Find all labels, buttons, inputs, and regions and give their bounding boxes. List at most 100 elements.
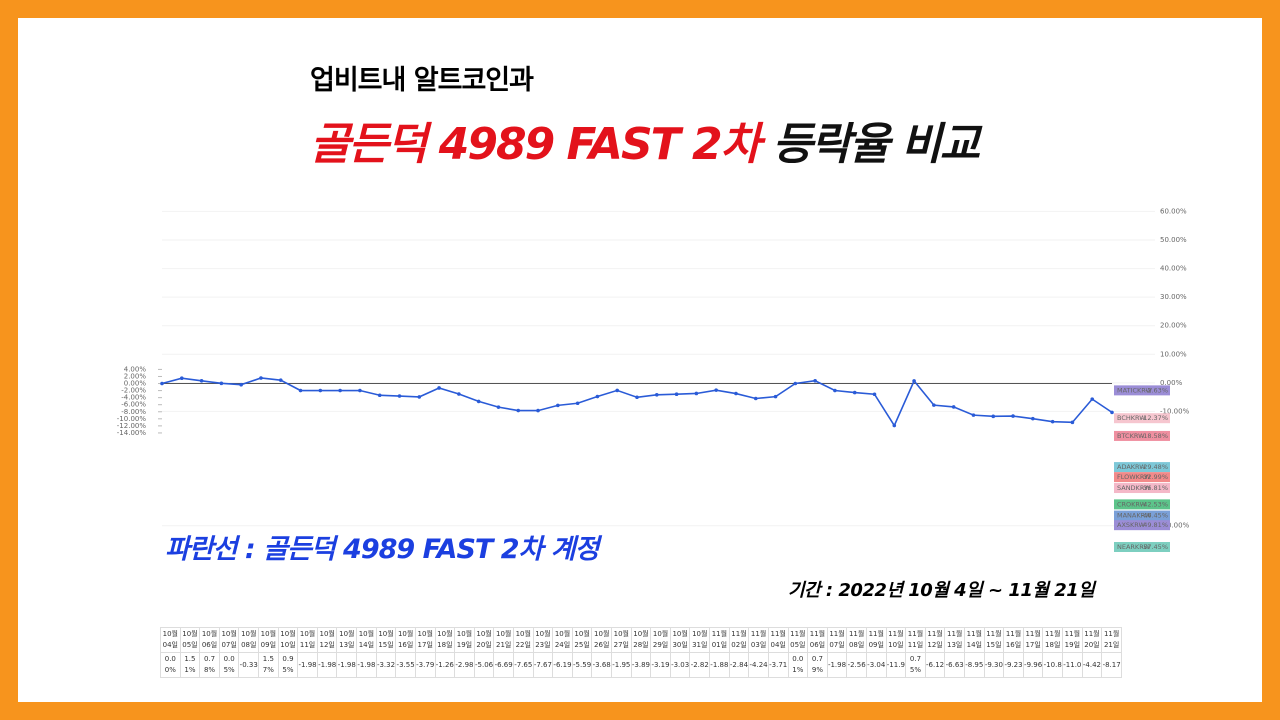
coin-name: BTCKRW	[1117, 432, 1145, 440]
y2-tick-label: -50.00%	[1160, 522, 1190, 530]
value-cell: -4.24	[748, 652, 769, 678]
coin-label: AXSKRW-49.81%	[1114, 520, 1170, 531]
coin-label: MANAKRW-46.45%	[1114, 510, 1170, 521]
date-cell: 10월10일	[277, 627, 299, 653]
y-tick-label: -4.00%	[121, 394, 146, 402]
value-cell: -1.88	[709, 652, 730, 678]
value-cell: 0.95%	[277, 652, 299, 678]
point	[971, 413, 976, 417]
value-cell: -9.23	[1003, 652, 1024, 678]
y-tick-label: -8.00%	[121, 408, 146, 416]
date-cell: 10월22일	[512, 627, 534, 653]
date-cell: 11월19일	[1062, 627, 1083, 653]
date-cell: 11월05일	[787, 627, 809, 653]
y-tick-label: 2.00%	[124, 372, 147, 380]
date-cell: 10월31일	[689, 627, 711, 653]
value-cell: 0.79%	[807, 652, 828, 678]
coin-value: -29.48%	[1141, 463, 1168, 471]
y-tick-label: 4.00%	[124, 365, 147, 373]
date-cell: 11월16일	[1003, 627, 1024, 653]
date-cell: 10월18일	[434, 627, 456, 653]
point	[160, 381, 164, 386]
date-cell: 11월12일	[924, 627, 946, 653]
value-cell: -2.84	[728, 652, 750, 678]
point	[813, 378, 817, 383]
point	[674, 392, 679, 397]
coin-marker	[1114, 520, 1170, 531]
subtitle: 업비트내 알트코인과	[310, 65, 534, 96]
point	[1090, 397, 1095, 401]
value-cell: -6.19	[552, 652, 573, 678]
value-cell: -3.71	[767, 652, 789, 678]
date-cell: 10월23일	[532, 627, 554, 653]
coin-label: SANDKRW-36.81%	[1114, 483, 1170, 494]
coin-name: BCHKRW	[1117, 414, 1146, 422]
value-cell: 1.51%	[179, 652, 201, 678]
date-cell: 10월20일	[473, 627, 495, 653]
coin-name: FLOWKRW	[1117, 473, 1151, 481]
title-black: 등락율 비교	[772, 119, 980, 170]
value-cell: -3.32	[375, 652, 397, 678]
coin-marker	[1114, 385, 1170, 396]
coin-value: -2.63%	[1145, 386, 1168, 394]
value-cell: 0.05%	[218, 652, 240, 678]
point	[358, 388, 362, 393]
point	[318, 388, 323, 393]
value-cell: -7.67	[532, 652, 554, 678]
y-tick-label: -6.00%	[121, 401, 146, 409]
date-cell: 10월30일	[669, 627, 691, 653]
coin-value: -49.81%	[1141, 521, 1168, 529]
y-tick-label: -2.00%	[121, 387, 146, 395]
y2-tick-label: 20.00%	[1160, 322, 1187, 330]
date-cell: 11월02일	[728, 627, 750, 653]
point	[1011, 414, 1015, 418]
date-cell: 11월21일	[1101, 627, 1122, 653]
date-cell: 10월21일	[493, 627, 514, 653]
point	[219, 381, 224, 386]
point	[912, 379, 916, 383]
value-cell: -10.8	[1042, 652, 1064, 678]
coin-label: NEARKRW-57.45%	[1114, 542, 1170, 552]
value-cell: -2.98	[454, 652, 475, 678]
coin-name: NEARKRW	[1117, 543, 1150, 551]
y2-tick-label: 50.00%	[1160, 236, 1187, 244]
value-cell: -1.98	[316, 652, 338, 678]
point	[1031, 416, 1035, 421]
coin-marker	[1114, 483, 1170, 494]
y2-tick-label: 0.00%	[1160, 379, 1183, 387]
date-cell: 11월08일	[846, 627, 867, 653]
date-cell: 10월17일	[414, 627, 436, 653]
point	[377, 393, 382, 398]
coin-value: -12.37%	[1141, 414, 1168, 422]
point	[1110, 410, 1114, 415]
date-cell: 10월13일	[336, 627, 358, 653]
date-cell: 11월17일	[1022, 627, 1044, 653]
date-cell: 10월08일	[238, 627, 260, 653]
series-line	[161, 377, 1113, 428]
value-cell: 0.01%	[787, 652, 809, 678]
coin-name: MANAKRW	[1117, 512, 1152, 520]
point	[852, 390, 857, 395]
value-cell: -3.55	[395, 652, 416, 678]
point	[397, 394, 402, 398]
value-cell: -7.65	[512, 652, 534, 678]
point	[991, 414, 996, 419]
value-cell: 1.57%	[258, 652, 279, 678]
value-cell: -9.30	[983, 652, 1005, 678]
date-cell: 11월18일	[1042, 627, 1064, 653]
point	[575, 401, 580, 406]
value-cell: -3.89	[630, 652, 652, 678]
date-cell: 11월20일	[1081, 627, 1103, 653]
point	[259, 376, 263, 380]
date-cell: 10월16일	[395, 627, 416, 653]
coin-value: -18.58%	[1141, 432, 1168, 440]
date-cell: 10월28일	[630, 627, 652, 653]
coin-value: -46.45%	[1141, 512, 1168, 520]
coin-label: BCHKRW-12.37%	[1114, 413, 1170, 424]
value-cell: -0.33	[238, 652, 260, 678]
coin-label: FLOWKRW-32.99%	[1114, 472, 1170, 483]
date-cell: 10월15일	[375, 627, 397, 653]
value-cell: -5.06	[473, 652, 495, 678]
